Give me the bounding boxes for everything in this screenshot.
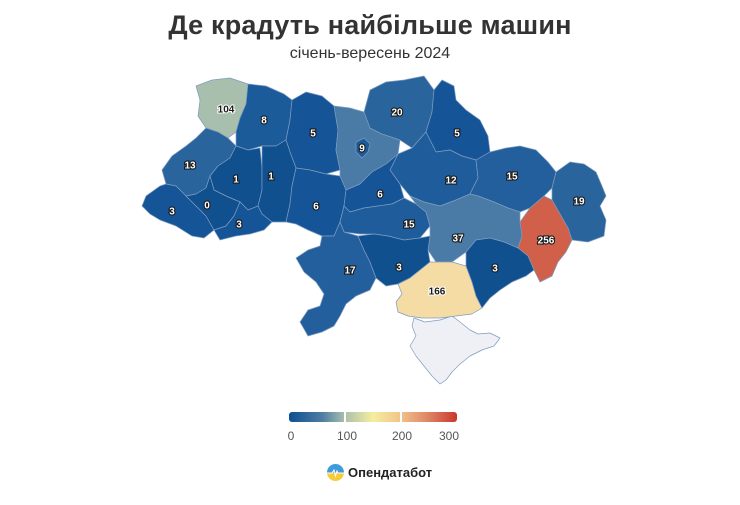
region-kyiv-city[interactable] [355,137,371,159]
label-odesa: 17 [344,266,356,277]
legend-tick: 100 [336,429,358,443]
label-sumy: 5 [454,129,460,140]
region-zaporizhzhia[interactable] [465,237,535,309]
region-crimea[interactable] [409,315,501,385]
region-sumy[interactable] [425,79,491,161]
label-cherkasy: 6 [377,190,383,201]
color-scale-legend [289,412,457,422]
label-ivano-frankivsk: 0 [204,201,210,212]
legend-separator [400,412,402,422]
label-zaporizhzhia: 3 [492,264,498,275]
chart-subtitle: січень-вересень 2024 [289,45,451,62]
label-donetsk: 256 [538,236,555,247]
label-vinnytsia: 6 [313,202,319,213]
legend-tick: 300 [438,429,460,443]
label-kirovohrad: 15 [403,220,415,231]
label-lviv: 13 [184,161,196,172]
label-poltava: 12 [445,176,457,187]
brand: Опендатабот [327,464,432,481]
label-dnipro: 37 [452,234,464,245]
label-kharkiv: 15 [506,172,518,183]
label-kyiv-city: 9 [359,144,365,155]
label-chernivtsi: 3 [236,220,242,231]
label-mykolaiv: 3 [396,263,402,274]
opendatabot-logo-icon [327,464,344,481]
region-chernivtsi[interactable] [213,201,273,241]
label-rivne: 8 [261,116,267,127]
label-zhytomyr: 5 [310,129,316,140]
legend-ticks: 0 100 200 300 [279,429,469,443]
label-zakarpattia: 3 [169,207,175,218]
brand-name: Опендатабот [348,465,433,480]
legend-separator [344,412,346,422]
chart-title: Де крадуть найбільше машин [168,10,572,40]
label-kherson: 166 [429,287,446,298]
label-chernihiv: 20 [391,108,403,119]
legend-tick: 0 [287,429,295,443]
legend-tick: 200 [391,429,413,443]
label-ternopil: 1 [233,175,239,186]
label-volyn: 104 [218,105,235,116]
label-luhansk: 19 [573,197,585,208]
label-khmelnytskyi: 1 [268,172,274,183]
